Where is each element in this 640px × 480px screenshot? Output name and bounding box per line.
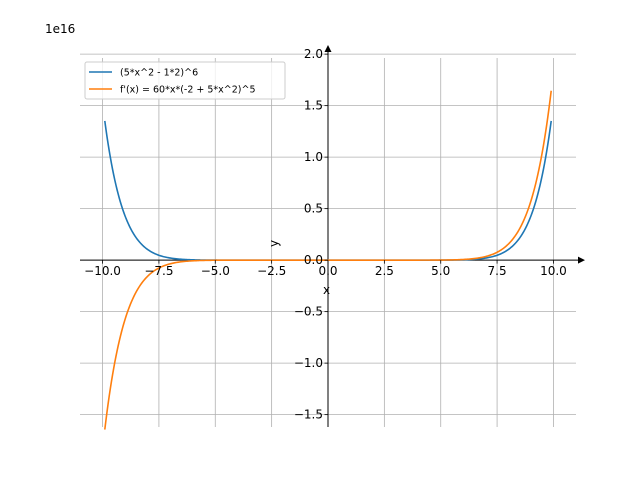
y-tick-label: −1.0 xyxy=(294,356,323,370)
legend-label-series-2: f'(x) = 60*x*(-2 + 5*x^2)^5 xyxy=(120,85,256,96)
x-tick-label: 5.0 xyxy=(431,264,450,278)
x-axis-label: x xyxy=(323,283,330,297)
x-tick-label: −5.0 xyxy=(201,264,230,278)
scale-label: 1e16 xyxy=(45,22,75,36)
axes xyxy=(80,45,585,427)
legend-label-series-1: (5*x^2 - 1*2)^6 xyxy=(120,68,198,79)
x-tick-label: −7.5 xyxy=(144,264,173,278)
y-axis-arrow xyxy=(324,45,332,52)
tick-labels: −10.0 −7.5 −5.0 −2.5 0.0 2.5 5.0 7.5 10.0 −1.5 −1.… xyxy=(84,47,567,421)
x-tick-label: 2.5 xyxy=(375,264,394,278)
x-tick-label: −2.5 xyxy=(257,264,286,278)
y-tick-label: −0.5 xyxy=(294,305,323,319)
y-tick-label: −1.5 xyxy=(294,408,323,422)
x-tick-label: 10.0 xyxy=(540,264,567,278)
y-tick-label: 1.0 xyxy=(304,150,323,164)
x-tick-label: −10.0 xyxy=(84,264,121,278)
legend-box xyxy=(84,61,286,100)
y-tick-label: 1.5 xyxy=(304,99,323,113)
y-tick-label: 0.5 xyxy=(304,202,323,216)
y-tick-label: 0.0 xyxy=(304,253,323,267)
x-axis-arrow xyxy=(578,256,585,264)
legend: (5*x^2 - 1*2)^6 f'(x) = 60*x*(-2 + 5*x^2… xyxy=(84,61,286,100)
y-axis-label: y xyxy=(267,240,281,247)
y-tick-label: 2.0 xyxy=(304,47,323,61)
x-tick-label: 0.0 xyxy=(318,264,337,278)
x-tick-label: 7.5 xyxy=(488,264,507,278)
